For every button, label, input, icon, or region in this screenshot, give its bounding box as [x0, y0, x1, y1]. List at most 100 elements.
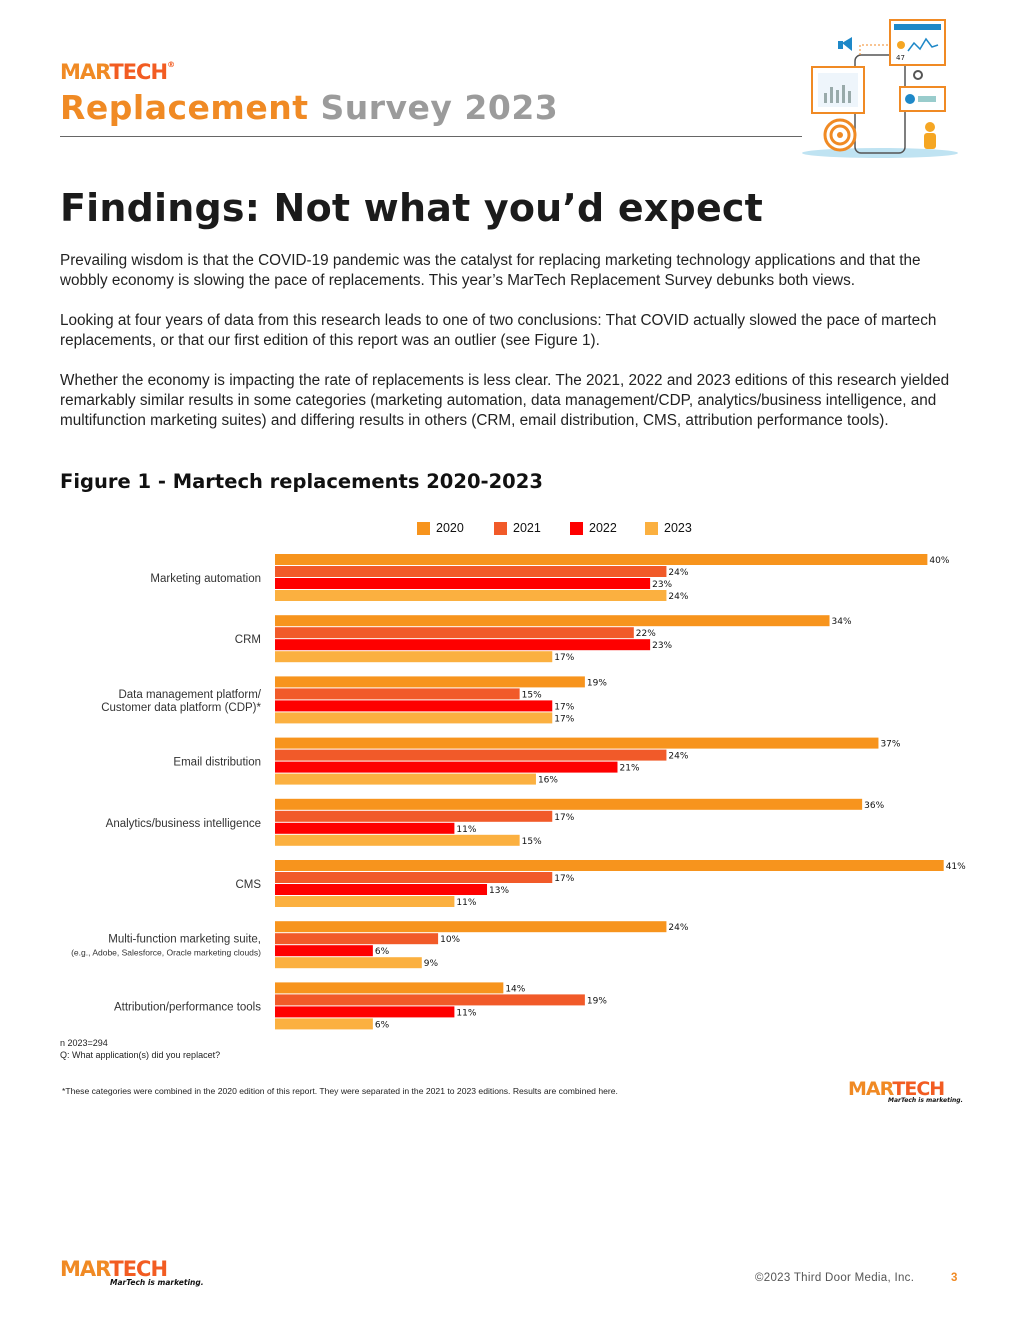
report-title-part2: Survey 2023: [320, 88, 559, 127]
bar-value-label: 21%: [620, 764, 640, 774]
report-title-part1: Replacement: [60, 88, 309, 127]
bar-value-label: 41%: [946, 862, 966, 872]
bar-2020: [275, 860, 944, 871]
header-logo: MARTECH®: [60, 60, 175, 84]
bar-2021: [275, 810, 553, 822]
bar-value-label: 15%: [522, 837, 542, 847]
legend-label-2021: 2021: [513, 521, 541, 535]
bar-value-label: 24%: [668, 923, 688, 933]
bar-2023: [275, 590, 667, 601]
logo-tech: TECH: [892, 1078, 945, 1100]
bar-value-label: 37%: [880, 740, 900, 750]
bar-2021: [275, 566, 667, 577]
category-label: Marketing automation: [150, 573, 261, 585]
bar-2022: [275, 761, 618, 773]
header-divider: [60, 136, 802, 137]
bar-value-label: 17%: [554, 702, 574, 712]
footer-logo-right: MARTECH: [848, 1078, 945, 1100]
bar-value-label: 15%: [522, 690, 542, 700]
bar-2021: [275, 688, 520, 700]
bar-2023: [275, 651, 553, 663]
marketing-illustration-icon: 47: [802, 19, 958, 158]
bar-2023: [275, 773, 536, 785]
bar-2020: [275, 982, 504, 994]
bar-2020: [275, 676, 585, 688]
bar-2023: [275, 834, 520, 846]
bar-value-label: 16%: [538, 776, 558, 786]
question-note: Q: What application(s) did you replacet?: [60, 1050, 221, 1060]
bar-value-label: 40%: [929, 556, 949, 566]
bar-value-label: 24%: [668, 568, 688, 578]
bar-value-label: 11%: [456, 825, 476, 835]
logo-mar: MAR: [60, 60, 110, 84]
bar-2022: [275, 945, 373, 957]
category-label: Attribution/performance tools: [114, 1001, 261, 1013]
bar-value-label: 11%: [456, 898, 476, 908]
bar-value-label: 19%: [587, 678, 607, 688]
paragraph-1: Prevailing wisdom is that the COVID-19 p…: [60, 252, 921, 289]
footer-logo: MARTECH: [60, 1257, 168, 1281]
category-label: Multi-function marketing suite,: [108, 934, 261, 946]
bar-2022: [275, 639, 651, 651]
bar-value-label: 17%: [554, 813, 574, 823]
footnote: *These categories were combined in the 2…: [62, 1086, 618, 1096]
bar-value-label: 6%: [375, 947, 390, 957]
bar-value-label: 23%: [652, 641, 672, 651]
category-label: CMS: [235, 879, 261, 891]
bar-2022: [275, 1006, 455, 1018]
bar-2022: [275, 578, 651, 589]
bar-value-label: 14%: [505, 984, 525, 994]
logo-tagline: MarTech is marketing.: [110, 1278, 204, 1287]
bar-2020: [275, 615, 830, 627]
copyright: ©2023 Third Door Media, Inc.: [755, 1272, 915, 1284]
legend-swatch-2021: [494, 522, 507, 535]
sample-size-note: n 2023=294: [60, 1038, 108, 1048]
legend-label-2023: 2023: [664, 521, 692, 535]
page-number: 3: [951, 1272, 958, 1284]
bar-2020: [275, 737, 879, 749]
bar-2020: [275, 798, 863, 810]
bar-2022: [275, 884, 488, 895]
bar-value-label: 17%: [554, 874, 574, 884]
bar-chart: 2020 2021 2022 2023 Marketing automation 40% 2…: [71, 521, 966, 1030]
bar-value-label: 9%: [424, 959, 439, 969]
logo-tech: TECH: [109, 1257, 168, 1281]
bar-value-label: 17%: [554, 714, 574, 724]
bar-value-label: 19%: [587, 996, 607, 1006]
bar-2023: [275, 1018, 373, 1030]
legend-label-2020: 2020: [436, 521, 464, 535]
bar-value-label: 13%: [489, 886, 509, 896]
category-label: Email distribution: [173, 757, 261, 769]
bar-2022: [275, 700, 553, 712]
bar-2021: [275, 627, 634, 639]
bar-value-label: 6%: [375, 1020, 390, 1030]
bar-2021: [275, 933, 439, 945]
logo-mar: MAR: [60, 1257, 110, 1281]
bar-value-label: 24%: [668, 592, 688, 602]
legend-label-2022: 2022: [589, 521, 617, 535]
category-label: (e.g., Adobe, Salesforce, Oracle marketi…: [71, 948, 261, 958]
bar-2022: [275, 822, 455, 834]
legend-swatch-2020: [417, 522, 430, 535]
page-title: Findings: Not what you’d expect: [60, 186, 764, 230]
bar-2021: [275, 994, 585, 1006]
category-label: Data management platform/: [118, 689, 261, 701]
bar-2023: [275, 896, 455, 907]
legend-swatch-2023: [645, 522, 658, 535]
bar-value-label: 23%: [652, 580, 672, 590]
paragraph-2: Looking at four years of data from this …: [60, 312, 937, 349]
bar-value-label: 17%: [554, 653, 574, 663]
figure-title: Figure 1 - Martech replacements 2020-202…: [60, 470, 543, 493]
bar-value-label: 22%: [636, 629, 656, 639]
logo-mar: MAR: [848, 1078, 893, 1100]
bar-2020: [275, 554, 928, 565]
bar-2021: [275, 872, 553, 883]
bar-value-label: 11%: [456, 1008, 476, 1018]
bar-2021: [275, 749, 667, 761]
legend-swatch-2022: [570, 522, 583, 535]
paragraph-3: Whether the economy is impacting the rat…: [60, 372, 950, 429]
category-label: Customer data platform (CDP)*: [101, 702, 261, 714]
logo-tech: TECH: [109, 60, 168, 84]
bar-value-label: 10%: [440, 935, 460, 945]
logo-registered: ®: [167, 60, 175, 69]
